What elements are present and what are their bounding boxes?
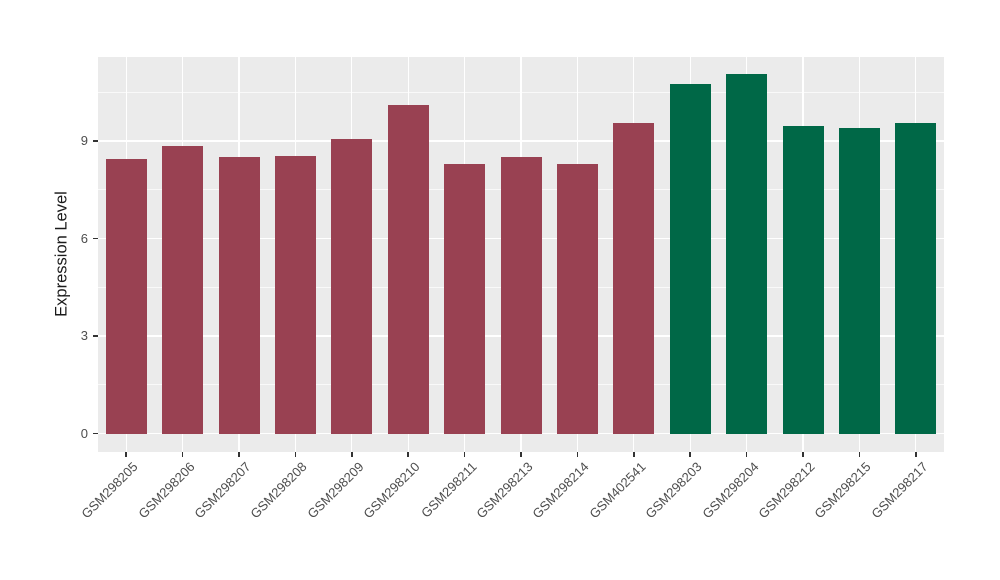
bar — [162, 145, 204, 434]
x-tick-label: GSM298213 — [473, 459, 536, 522]
x-tick-mark — [520, 452, 522, 457]
x-tick-mark — [633, 452, 635, 457]
x-tick-mark — [745, 452, 748, 457]
x-tick-mark — [125, 452, 127, 457]
bar — [105, 158, 147, 434]
x-tick-label: GSM298214 — [529, 459, 593, 522]
x-tick-label: GSM402541 — [586, 459, 649, 522]
bar — [838, 128, 880, 434]
bar — [500, 157, 542, 434]
x-tick-label: GSM298215 — [811, 459, 875, 522]
bar — [387, 105, 429, 434]
x-tick-label: GSM298210 — [360, 459, 423, 522]
x-tick-label: GSM298212 — [755, 459, 818, 522]
bar — [218, 157, 260, 434]
x-tick-mark — [407, 452, 409, 457]
bar — [331, 139, 373, 434]
x-tick-mark — [351, 452, 353, 457]
bar — [726, 74, 768, 434]
y-tick-label: 9 — [80, 133, 88, 149]
x-tick-label: GSM298203 — [642, 459, 705, 522]
x-tick-mark — [689, 452, 691, 457]
bar — [556, 163, 598, 434]
x-tick-mark — [576, 452, 579, 457]
bar — [669, 84, 711, 434]
x-tick-mark — [802, 452, 804, 457]
x-tick-label: GSM298206 — [134, 459, 198, 522]
x-tick-label: GSM298207 — [191, 459, 254, 522]
y-axis-title: Expression Level — [52, 191, 71, 317]
bar — [613, 123, 655, 434]
bar — [444, 163, 486, 434]
x-tick-label: GSM298205 — [78, 459, 141, 522]
x-tick-mark — [463, 452, 466, 457]
y-tick-label: 3 — [80, 328, 88, 344]
x-tick-label: GSM298209 — [304, 459, 367, 522]
x-tick-mark — [915, 452, 917, 457]
x-tick-mark — [238, 452, 240, 457]
y-tick-mark — [93, 432, 98, 435]
y-tick-mark — [93, 237, 98, 240]
x-tick-mark — [181, 452, 184, 457]
plot-panel — [98, 57, 944, 452]
y-tick-label: 6 — [80, 230, 88, 246]
x-tick-label: GSM298217 — [868, 459, 931, 522]
x-tick-label: GSM298204 — [698, 459, 762, 522]
y-tick-mark — [93, 335, 98, 337]
bar — [895, 123, 937, 434]
y-tick-mark — [93, 140, 98, 142]
y-tick-label: 0 — [80, 425, 88, 441]
x-tick-mark — [294, 452, 297, 457]
bar — [274, 155, 316, 434]
bar — [782, 126, 824, 434]
x-tick-label: GSM298211 — [417, 459, 480, 521]
x-tick-label: GSM298208 — [247, 459, 311, 522]
x-tick-mark — [858, 452, 861, 457]
